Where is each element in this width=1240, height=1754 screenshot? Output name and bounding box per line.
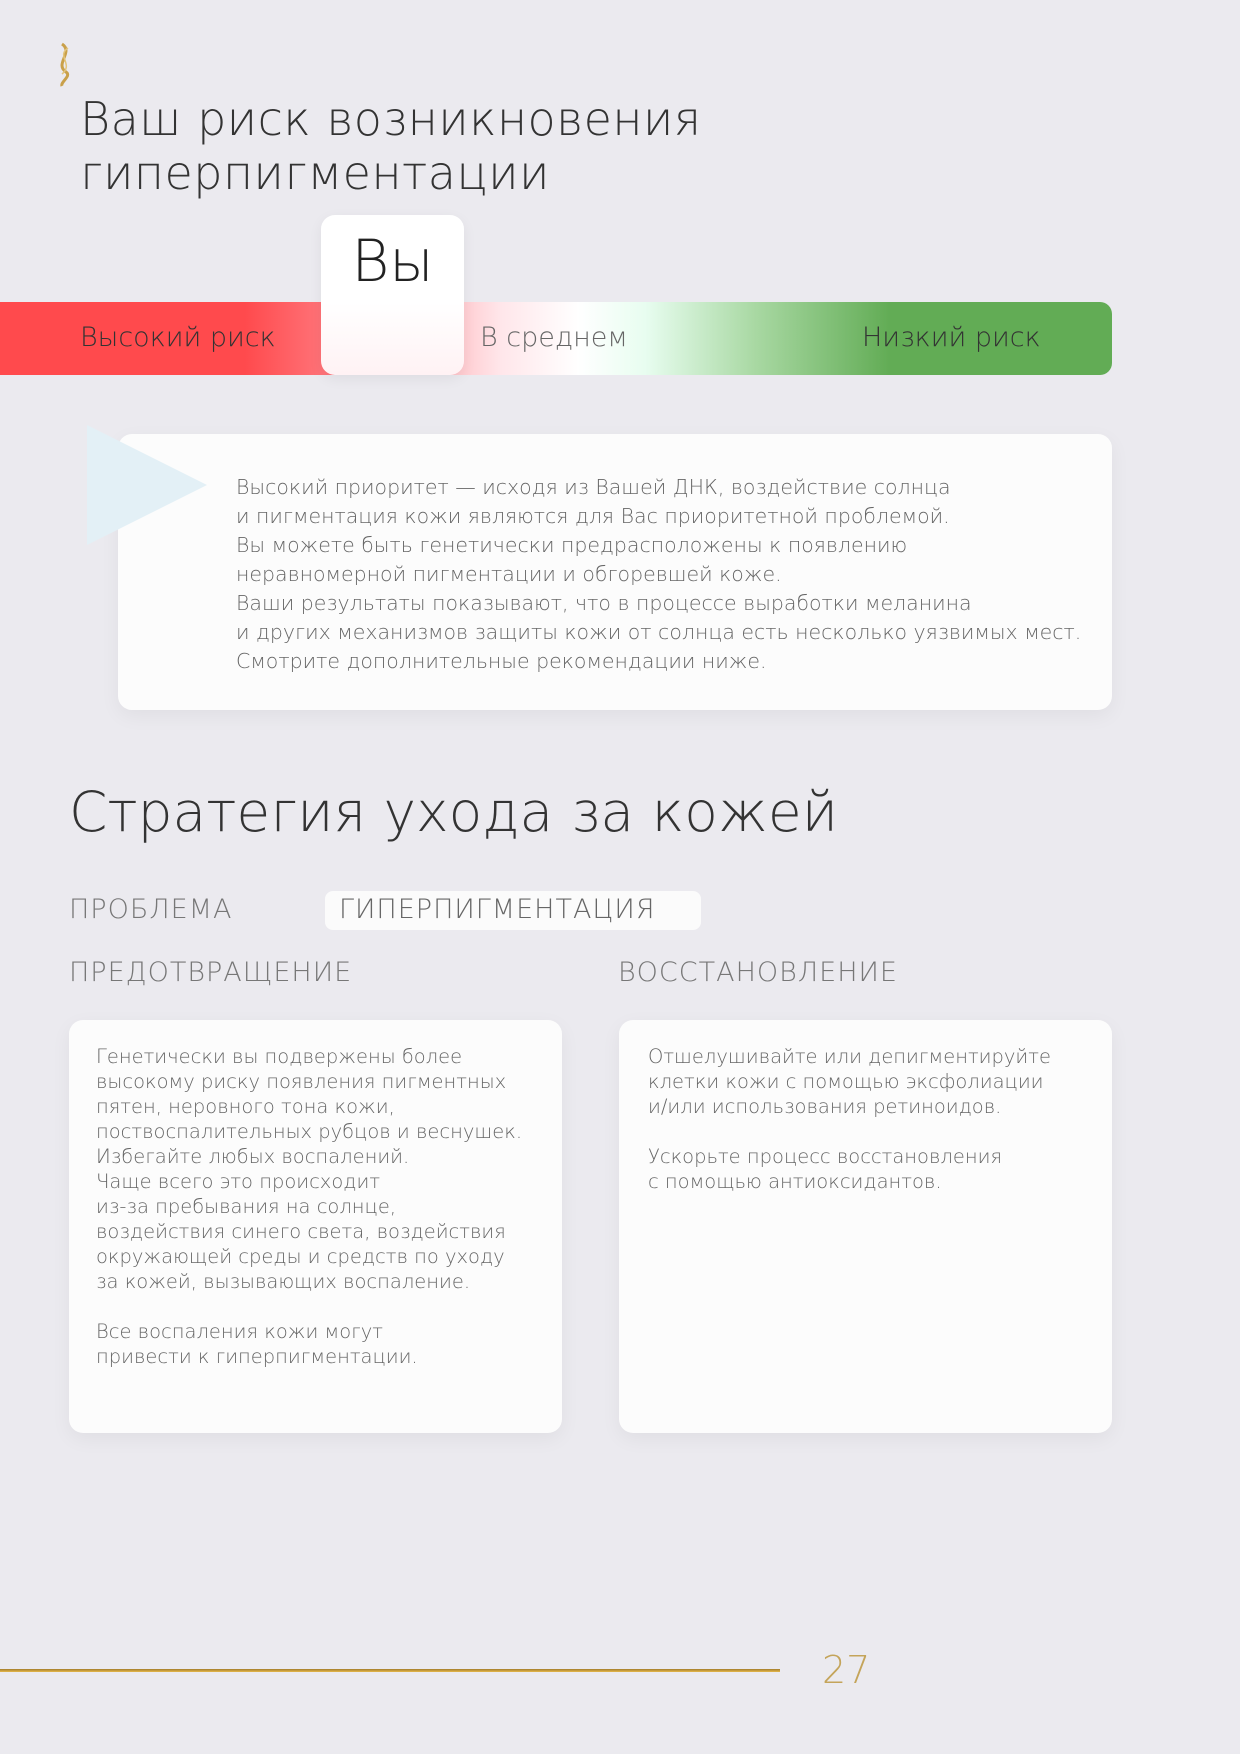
- risk-label-medium: В среднем: [480, 322, 628, 353]
- dna-helix-icon: [60, 42, 70, 87]
- strategy-title: Стратегия ухода за кожей: [69, 780, 838, 844]
- problem-value: ГИПЕРПИГМЕНТАЦИЯ: [339, 894, 656, 925]
- result-line: Высокий приоритет — исходя из Вашей ДНК,…: [236, 475, 951, 499]
- title-line: гиперпигментации: [80, 146, 550, 200]
- triangle-pointer-icon: [87, 425, 207, 545]
- logo: [52, 42, 78, 88]
- risk-label-low: Низкий риск: [862, 322, 1041, 353]
- recovery-card: Отшелушивайте или депигментируйте клетки…: [619, 1020, 1112, 1433]
- risk-scale-bar: [0, 302, 1112, 375]
- result-line: Ваши результаты показывают, что в процес…: [236, 591, 972, 615]
- result-line: и других механизмов защиты кожи от солнц…: [236, 620, 1082, 644]
- prevention-text: Генетически вы подвержены более высокому…: [96, 1045, 523, 1368]
- problem-label: ПРОБЛЕМА: [69, 894, 233, 925]
- you-marker-label: Вы: [351, 227, 434, 295]
- page-title: Ваш риск возникновения гиперпигментации: [80, 92, 702, 200]
- result-line: и пигментация кожи являются для Вас прио…: [236, 504, 950, 528]
- title-line: Ваш риск возникновения: [80, 92, 702, 146]
- you-marker: Вы: [321, 215, 464, 375]
- prevention-card: Генетически вы подвержены более высокому…: [69, 1020, 562, 1433]
- result-line: Смотрите дополнительные рекомендации ниж…: [236, 649, 767, 673]
- result-card: [118, 434, 1112, 710]
- page-number: 27: [822, 1648, 871, 1692]
- recovery-text: Отшелушивайте или депигментируйте клетки…: [648, 1045, 1051, 1193]
- result-line: неравномерной пигментации и обгоревшей к…: [236, 562, 782, 586]
- result-line: Вы можете быть генетически предрасположе…: [236, 533, 908, 557]
- risk-label-high: Высокий риск: [80, 322, 276, 353]
- footer-divider: [0, 1669, 780, 1672]
- recovery-heading: ВОССТАНОВЛЕНИЕ: [618, 957, 898, 988]
- problem-badge: [325, 891, 701, 930]
- result-text: Высокий приоритет — исходя из Вашей ДНК,…: [236, 473, 1096, 676]
- prevention-heading: ПРЕДОТВРАЩЕНИЕ: [69, 957, 353, 988]
